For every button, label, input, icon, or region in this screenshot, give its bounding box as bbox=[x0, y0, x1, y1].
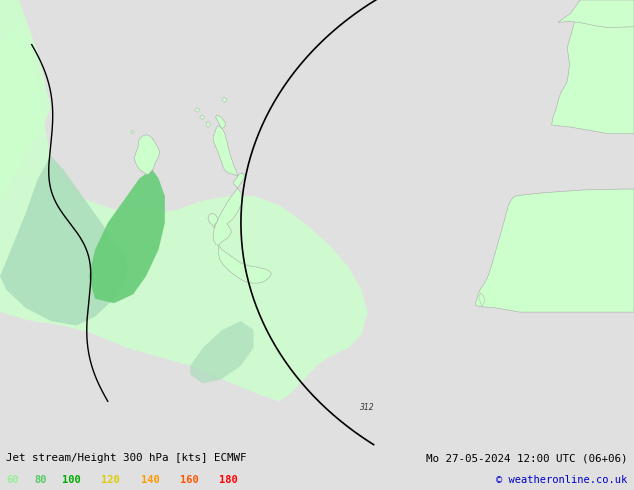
Text: 140: 140 bbox=[141, 475, 160, 485]
Text: 60: 60 bbox=[6, 475, 19, 485]
Text: 312: 312 bbox=[360, 403, 375, 413]
Text: 160: 160 bbox=[180, 475, 199, 485]
Text: © weatheronline.co.uk: © weatheronline.co.uk bbox=[496, 475, 628, 485]
Text: Mo 27-05-2024 12:00 UTC (06+06): Mo 27-05-2024 12:00 UTC (06+06) bbox=[426, 453, 628, 463]
Polygon shape bbox=[195, 108, 200, 112]
Polygon shape bbox=[134, 135, 160, 175]
Polygon shape bbox=[0, 0, 51, 201]
Text: 180: 180 bbox=[219, 475, 238, 485]
Polygon shape bbox=[206, 122, 210, 127]
Polygon shape bbox=[0, 156, 127, 325]
Polygon shape bbox=[213, 173, 245, 245]
Polygon shape bbox=[200, 115, 205, 120]
Polygon shape bbox=[213, 126, 238, 176]
Polygon shape bbox=[476, 189, 634, 312]
Polygon shape bbox=[558, 0, 634, 27]
Polygon shape bbox=[219, 245, 271, 283]
Polygon shape bbox=[222, 97, 227, 102]
Text: 80: 80 bbox=[34, 475, 47, 485]
Text: 100: 100 bbox=[62, 475, 81, 485]
Polygon shape bbox=[552, 0, 634, 134]
Polygon shape bbox=[216, 115, 226, 128]
Polygon shape bbox=[190, 321, 254, 384]
Text: Jet stream/Height 300 hPa [kts] ECMWF: Jet stream/Height 300 hPa [kts] ECMWF bbox=[6, 453, 247, 463]
Polygon shape bbox=[0, 22, 368, 401]
Text: 120: 120 bbox=[101, 475, 120, 485]
Polygon shape bbox=[89, 170, 165, 303]
Polygon shape bbox=[479, 294, 485, 307]
Polygon shape bbox=[208, 213, 218, 228]
Polygon shape bbox=[131, 130, 134, 134]
